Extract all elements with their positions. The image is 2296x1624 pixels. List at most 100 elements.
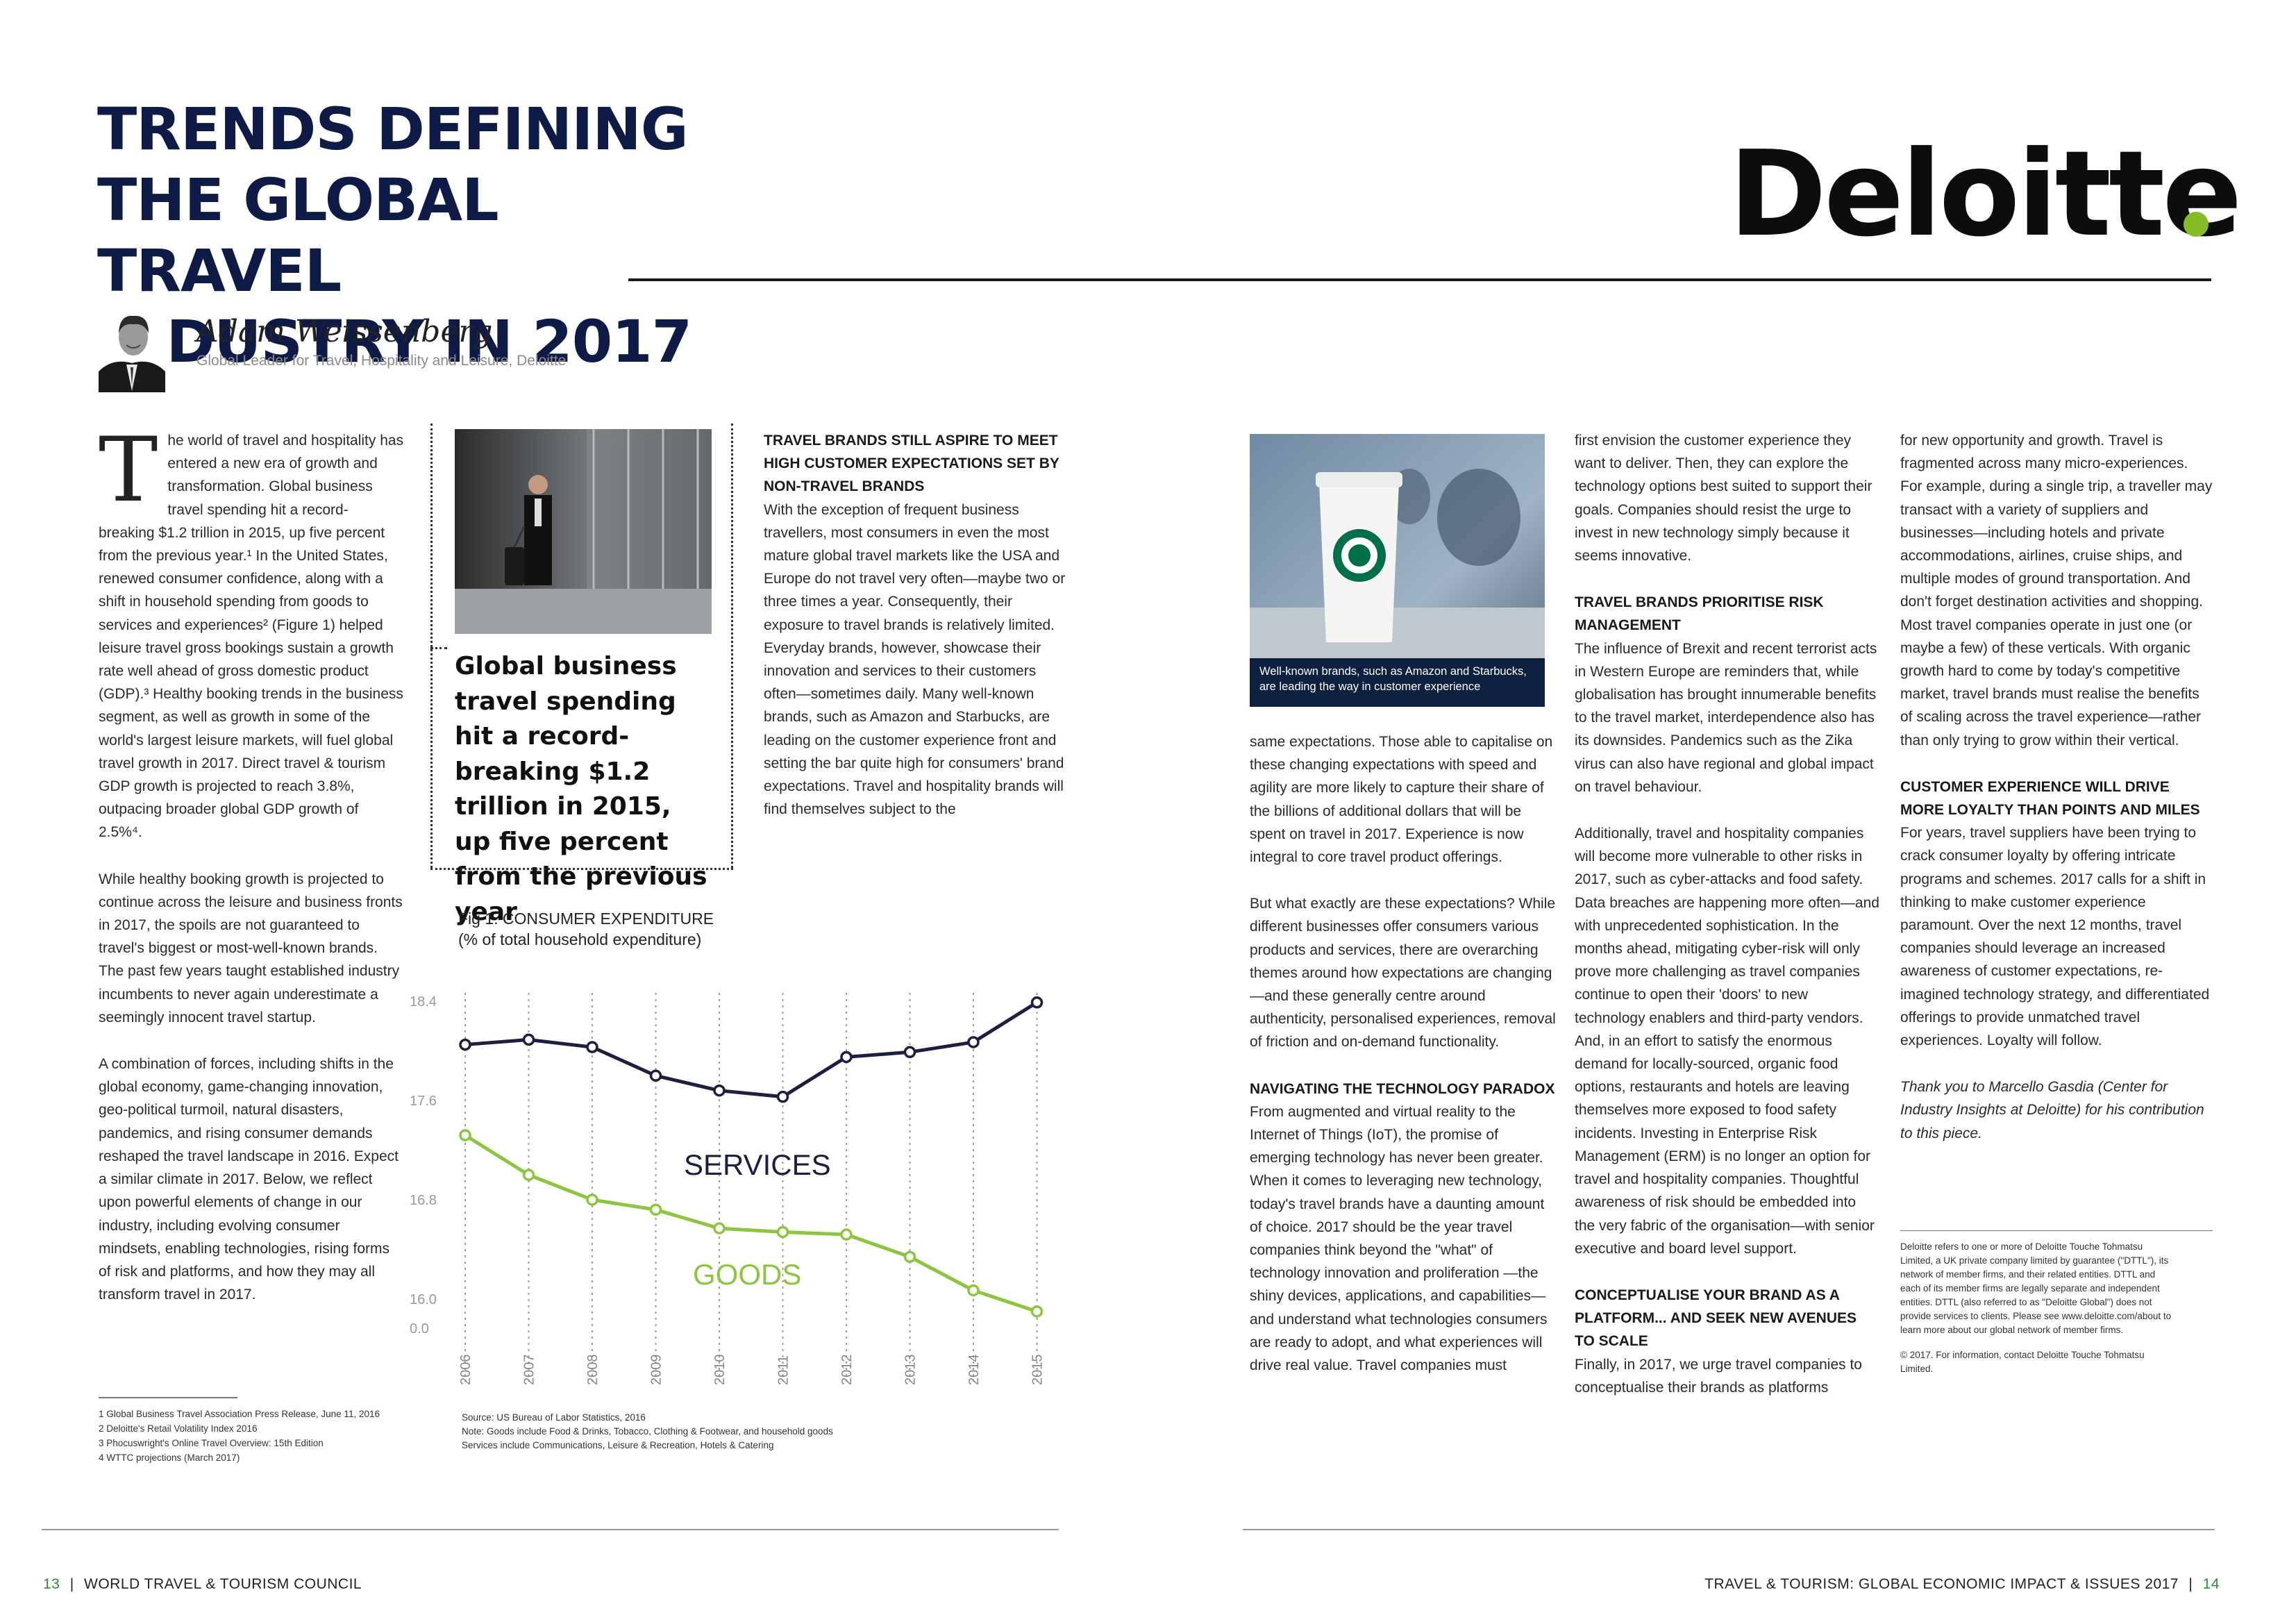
legal-rule (1900, 1230, 2213, 1231)
data-point-goods (840, 1228, 853, 1241)
acknowledgement: Thank you to Marcello Gasdia (Center for… (1900, 1079, 2204, 1141)
y-tick-label: 16.0 (410, 1292, 437, 1307)
data-point-services (713, 1084, 726, 1097)
x-tick-label: 2014 (966, 1355, 982, 1386)
paragraph: for new opportunity and growth. Travel i… (1900, 433, 2213, 748)
data-point-services (840, 1050, 853, 1064)
column-4: same expectations. Those able to capital… (1250, 730, 1559, 1400)
series-line-goods (464, 1133, 1038, 1314)
x-tick-label: 2009 (649, 1355, 664, 1386)
data-point-services (522, 1033, 535, 1046)
consumer-expenditure-chart: 18.4 17.6 16.8 16.0 0.0 2006 2007 2008 2009 2010… (410, 993, 1046, 1386)
footer-rule-right (1243, 1529, 2215, 1530)
paragraph: For years, travel suppliers have been tr… (1900, 825, 2210, 1049)
data-point-services (1030, 996, 1044, 1009)
data-point-goods (649, 1203, 662, 1216)
paragraph: Finally, in 2017, we urge travel compani… (1575, 1356, 1862, 1396)
pull-quote: Global business travel spending hit a re… (455, 652, 707, 926)
y-tick-label: 17.6 (410, 1094, 437, 1109)
section-heading: TRAVEL BRANDS STILL ASPIRE TO MEET HIGH … (764, 433, 1059, 495)
data-point-goods (903, 1250, 916, 1263)
note-line-1: Note: Goods include Food & Drinks, Tobac… (462, 1426, 833, 1437)
chart-title: Fig 1. CONSUMER EXPENDITURE (458, 910, 714, 928)
data-point-services (967, 1036, 980, 1048)
author-name: Adam Weissenberg (196, 314, 493, 349)
paragraph: same expectations. Those able to capital… (1250, 734, 1553, 866)
paragraph: While healthy booking growth is projecte… (99, 871, 403, 1026)
page-title: TRENDS DEFINING THE GLOBAL TRAVEL INDUST… (97, 94, 722, 377)
footnote-1: 1 Global Business Travel Association Pre… (99, 1409, 380, 1419)
page-number-right: 14 (2202, 1576, 2220, 1592)
section-heading: TRAVEL BRANDS PRIORITISE RISK MANAGEMENT (1575, 594, 1824, 634)
section-heading: CUSTOMER EXPERIENCE WILL DRIVE MORE LOYA… (1900, 778, 2200, 819)
paragraph: With the exception of frequent business … (764, 501, 1066, 818)
column-6: for new opportunity and growth. Travel i… (1900, 429, 2213, 1169)
data-point-goods (522, 1169, 535, 1181)
legal-paragraph: Deloitte refers to one or more of Deloit… (1900, 1241, 2172, 1335)
data-point-services (649, 1069, 662, 1082)
paragraph: first envision the customer experience t… (1575, 433, 1872, 564)
y-tick-label: 0.0 (410, 1321, 429, 1337)
page-number-left: 13 (43, 1576, 60, 1592)
x-tick-label: 2015 (1030, 1355, 1046, 1386)
logo-dot (2184, 212, 2209, 237)
paragraph: From augmented and virtual reality to th… (1250, 1103, 1548, 1374)
section-heading: CONCEPTUALISE YOUR BRAND AS A PLATFORM..… (1575, 1287, 1857, 1350)
paragraph: The influence of Brexit and recent terro… (1575, 640, 1877, 795)
section-heading: NAVIGATING THE TECHNOLOGY PARADOX (1250, 1080, 1555, 1097)
dropcap: T (99, 419, 158, 522)
footer-right-label: TRAVEL & TOURISM: GLOBAL ECONOMIC IMPACT… (1704, 1576, 2179, 1592)
dotted-divider (731, 424, 733, 868)
chart-title-block: Fig 1. CONSUMER EXPENDITURE (% of total … (458, 908, 714, 950)
data-point-services (586, 1041, 598, 1053)
data-point-goods (776, 1225, 789, 1239)
source-line: Source: US Bureau of Labor Statistics, 2… (462, 1412, 646, 1423)
businessman-photo (455, 429, 712, 634)
author-role: Global Leader for Travel, Hospitality an… (196, 353, 567, 369)
legal-notice: Deloitte refers to one or more of Deloit… (1900, 1240, 2178, 1376)
x-tick-label: 2008 (585, 1355, 601, 1386)
series-label-services: SERVICES (684, 1148, 831, 1181)
data-point-services (459, 1038, 471, 1051)
y-tick-label: 16.8 (410, 1193, 437, 1208)
footer-right: TRAVEL & TOURISM: GLOBAL ECONOMIC IMPACT… (1704, 1576, 2220, 1593)
footer-left-label: WORLD TRAVEL & TOURISM COUNCIL (84, 1576, 362, 1592)
x-tick-label: 2010 (712, 1355, 728, 1386)
footer-separator: | (2188, 1576, 2193, 1592)
chart-subtitle: (% of total household expenditure) (458, 930, 702, 948)
note-line-2: Services include Communications, Leisure… (462, 1440, 774, 1450)
footnote-4: 4 WTTC projections (March 2017) (99, 1453, 240, 1463)
x-tick-label: 2011 (776, 1355, 791, 1385)
paragraph: Additionally, travel and hospitality com… (1575, 826, 1879, 1257)
paragraph: But what exactly are these expectations?… (1250, 896, 1556, 1050)
title-rule (628, 278, 2211, 281)
series-label-goods: GOODS (693, 1258, 801, 1291)
column-5: first envision the customer experience t… (1575, 429, 1880, 1423)
footnote-2: 2 Deloitte's Retail Volatility Index 201… (99, 1423, 258, 1434)
column-3: TRAVEL BRANDS STILL ASPIRE TO MEET HIGH … (764, 429, 1069, 844)
data-point-goods (1030, 1305, 1044, 1318)
data-point-goods (713, 1222, 726, 1234)
paragraph: A combination of forces, including shift… (99, 1056, 399, 1303)
deloitte-logo: Deloitte (1729, 126, 2243, 263)
footer-left: 13 | WORLD TRAVEL & TOURISM COUNCIL (43, 1576, 362, 1593)
footnote-3: 3 Phocuswright's Online Travel Overview:… (99, 1438, 324, 1448)
data-point-services (903, 1046, 916, 1059)
legal-copyright: © 2017. For information, contact Deloitt… (1900, 1350, 2145, 1374)
y-tick-label: 18.4 (410, 994, 437, 1010)
data-point-services (776, 1090, 789, 1103)
x-tick-label: 2006 (458, 1355, 474, 1386)
data-point-goods (586, 1194, 598, 1206)
title-line-1: TRENDS DEFINING (97, 95, 689, 163)
author-photo (99, 302, 165, 392)
title-line-2: THE GLOBAL TRAVEL (97, 166, 499, 305)
footer-separator: | (69, 1576, 74, 1592)
x-tick-label: 2012 (839, 1355, 855, 1386)
dotted-divider (430, 647, 447, 649)
dotted-divider (430, 868, 733, 870)
x-tick-label: 2007 (522, 1355, 537, 1386)
dotted-divider (430, 424, 433, 868)
photo-caption: Well-known brands, such as Amazon and St… (1250, 658, 1545, 707)
title-line-3: INDUSTRY IN 2017 (97, 308, 692, 376)
